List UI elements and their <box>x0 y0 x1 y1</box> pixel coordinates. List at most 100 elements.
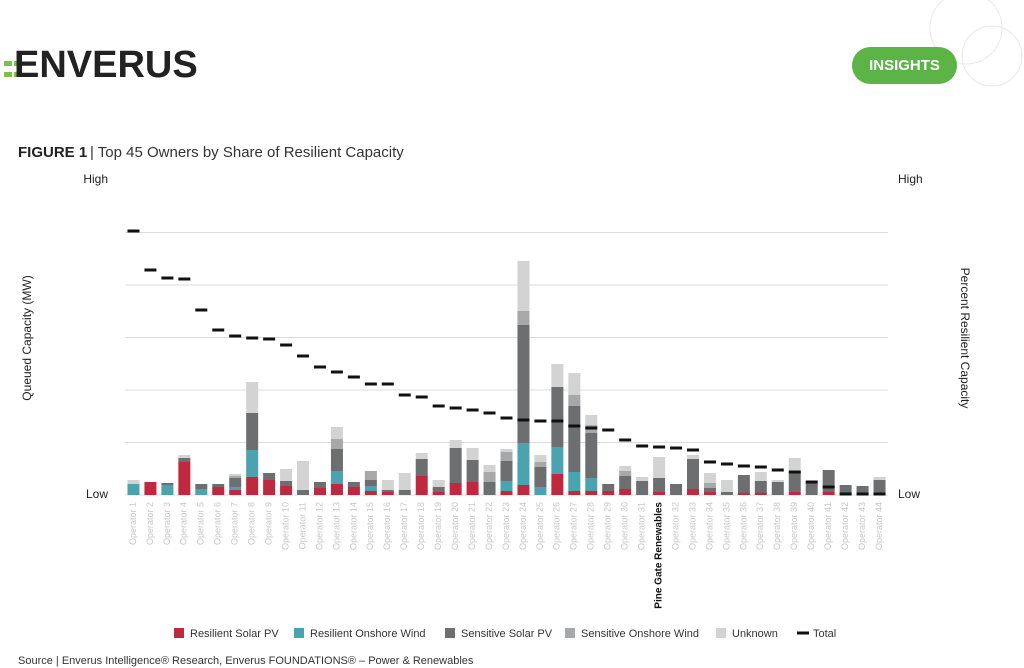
bar-segment <box>551 447 564 474</box>
x-tick-label: Operator 1 <box>128 502 138 545</box>
bar-segment <box>280 481 293 486</box>
button-label[interactable]: INSIGHTS <box>869 57 940 74</box>
x-tick-label: Operator 34 <box>704 502 714 550</box>
bar-segment <box>839 485 852 495</box>
bar-segment <box>517 325 530 443</box>
bar-segment <box>432 487 445 492</box>
bar-segment <box>330 449 343 471</box>
bar-segment <box>534 467 547 487</box>
bar-segment <box>687 459 700 489</box>
x-tick-label: Operator 32 <box>670 502 680 550</box>
legend-swatch <box>565 628 575 638</box>
bar-segment <box>771 480 784 482</box>
x-tick-label: Operator 36 <box>738 502 748 550</box>
bar-segment <box>161 485 174 495</box>
insights-button[interactable]: INSIGHTS <box>852 47 957 84</box>
y2-tick-label: High <box>898 172 923 186</box>
bar-segment <box>585 415 598 425</box>
x-tick-label: Operator 6 <box>213 502 223 545</box>
button-bg[interactable] <box>852 47 957 84</box>
bar-segment <box>737 493 750 495</box>
bar-segment <box>466 460 479 482</box>
legend-swatch <box>294 628 304 638</box>
bar-segment <box>788 492 801 495</box>
bar-segment <box>347 487 360 495</box>
bar-segment <box>229 478 242 487</box>
bar-segment <box>347 482 360 487</box>
bar-segment <box>330 427 343 439</box>
y-tick-label: High <box>83 172 108 186</box>
bar-segment <box>297 461 310 490</box>
bar-segment <box>229 487 242 490</box>
x-tick-label: Operator 10 <box>280 502 290 550</box>
x-tick-label: Operator 24 <box>518 502 528 550</box>
figure-label: FIGURE 1 <box>18 144 87 161</box>
bar-segment <box>703 488 716 492</box>
legend-label: Sensitive Solar PV <box>461 628 553 640</box>
x-tick-label: Operator 29 <box>603 502 613 550</box>
x-tick-label: Operator 35 <box>721 502 731 550</box>
bar-segment <box>229 474 242 476</box>
bar-segment <box>364 480 377 486</box>
bar-segment <box>720 492 733 495</box>
bar-segment <box>653 478 666 492</box>
x-tick-label: Operator 8 <box>247 502 257 545</box>
bar-segment <box>432 492 445 495</box>
bar-segment <box>449 440 462 448</box>
x-tick-label: Operator 19 <box>433 502 443 550</box>
x-tick-label: Operator 44 <box>874 502 884 550</box>
x-tick-label: Operator 12 <box>314 502 324 550</box>
x-tick-label: Operator 15 <box>365 502 375 550</box>
bar-segment <box>517 485 530 495</box>
x-tick-label: Operator 16 <box>382 502 392 550</box>
bar-segment <box>788 472 801 492</box>
bar-segment <box>568 373 581 395</box>
legend-label: Unknown <box>732 628 778 640</box>
bar-segment <box>313 488 326 495</box>
bar-segment <box>483 482 496 495</box>
bar-segment <box>873 480 886 495</box>
bar-segment <box>619 489 632 495</box>
bar-segment <box>602 491 615 495</box>
x-tick-label: Operator 17 <box>399 502 409 550</box>
bar-segment <box>466 482 479 495</box>
bar-segment <box>212 484 225 487</box>
bar-segment <box>364 486 377 491</box>
logo-mark <box>14 61 22 66</box>
x-tick-label: Operator 18 <box>416 502 426 550</box>
bar-segment <box>500 452 513 461</box>
x-tick-label: Operator 22 <box>484 502 494 550</box>
bar-segment <box>415 459 428 476</box>
bar-segment <box>432 480 445 487</box>
bar-segment <box>551 387 564 447</box>
bar-segment <box>568 491 581 495</box>
x-tick-label: Operator 42 <box>840 502 850 550</box>
chart-title: | Top 45 Owners by Share of Resilient Ca… <box>90 144 404 161</box>
bar-segment <box>280 486 293 495</box>
bar-segment <box>517 311 530 325</box>
x-tick-label: Operator 2 <box>145 502 155 545</box>
legend-label: Resilient Solar PV <box>190 628 279 640</box>
x-tick-label: Operator 33 <box>687 502 697 550</box>
bar-segment <box>381 490 394 492</box>
x-tick-label: Operator 30 <box>620 502 630 550</box>
bar-segment <box>178 458 191 462</box>
bar-segment <box>822 470 835 492</box>
bar-segment <box>263 473 276 480</box>
bar-segment <box>805 483 818 495</box>
bar-segment <box>364 471 377 480</box>
bar-segment <box>602 484 615 491</box>
bar-segment <box>297 490 310 495</box>
bar-segment <box>263 480 276 495</box>
legend-label: Sensitive Onshore Wind <box>581 628 699 640</box>
bar-segment <box>551 474 564 495</box>
logo-mark <box>14 72 22 77</box>
bar-segment <box>144 482 157 495</box>
bar-segment <box>653 457 666 478</box>
bar-segment <box>737 475 750 493</box>
bar-segment <box>246 477 259 495</box>
bar-segment <box>330 471 343 484</box>
bar-segment <box>687 489 700 495</box>
bar-segment <box>161 483 174 485</box>
